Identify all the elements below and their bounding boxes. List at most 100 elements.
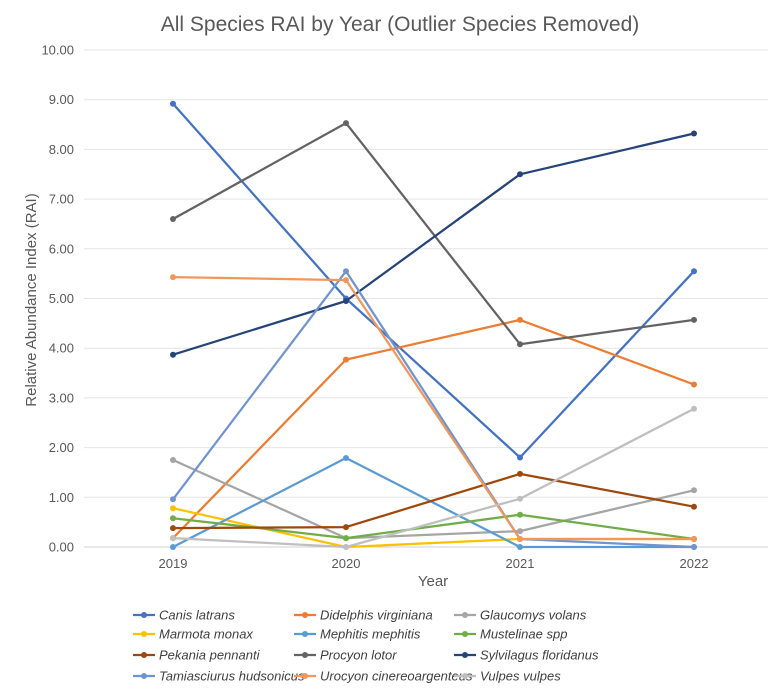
legend-marker — [462, 673, 468, 679]
legend-marker — [141, 673, 147, 679]
data-point — [343, 277, 349, 284]
legend-item: Pekania pennanti — [133, 648, 261, 663]
legend-label: Pekania pennanti — [159, 648, 261, 663]
legend-item: Glaucomys volans — [454, 608, 587, 623]
data-point — [691, 487, 697, 494]
data-point — [517, 536, 523, 542]
y-tick-label: 2.00 — [49, 440, 74, 455]
legend-label: Vulpes vulpes — [480, 669, 561, 684]
legend-item: Marmota monax — [133, 627, 253, 642]
y-tick-label: 7.00 — [49, 192, 74, 207]
series-sylvilagus-floridanus — [170, 130, 697, 358]
series-canis-latrans — [170, 100, 697, 461]
legend-label: Sylvilagus floridanus — [480, 648, 599, 663]
legend: Canis latrans Didelphis virginiana Glaucom… — [133, 608, 599, 684]
legend-item: Mephitis mephitis — [294, 627, 421, 642]
chart-title: All Species RAI by Year (Outlier Species… — [161, 13, 640, 36]
y-tick-label: 8.00 — [49, 142, 74, 157]
x-tick-label: 2022 — [680, 556, 709, 571]
legend-label: Mephitis mephitis — [320, 627, 421, 642]
legend-label: Tamiasciurus hudsonicus — [159, 669, 305, 684]
data-point — [170, 515, 176, 522]
data-point — [343, 120, 349, 127]
legend-item: Sylvilagus floridanus — [454, 648, 599, 663]
data-point — [691, 503, 697, 510]
data-point — [343, 535, 349, 542]
data-point — [517, 341, 523, 348]
data-point — [170, 100, 176, 107]
series-line — [172, 121, 695, 346]
series-line — [172, 275, 694, 541]
y-tick-label: 0.00 — [49, 540, 74, 555]
data-point — [343, 356, 349, 363]
data-point — [170, 351, 176, 358]
data-point — [170, 525, 176, 532]
series-procyon-lotor — [170, 120, 697, 348]
data-point — [170, 496, 176, 503]
data-point — [170, 544, 176, 550]
series-line — [172, 472, 695, 530]
legend-marker — [141, 652, 147, 658]
data-point — [170, 457, 176, 463]
x-tick-label: 2021 — [506, 556, 535, 571]
series-line — [172, 132, 695, 356]
legend-label: Glaucomys volans — [480, 608, 587, 623]
data-point — [691, 381, 697, 388]
legend-item: Didelphis virginiana — [294, 608, 433, 623]
series-vulpes-vulpes — [170, 405, 697, 550]
y-tick-label: 5.00 — [49, 291, 74, 306]
legend-label: Marmota monax — [159, 627, 253, 642]
data-point — [170, 535, 176, 542]
legend-item: Vulpes vulpes — [454, 669, 561, 684]
data-point — [517, 316, 523, 323]
y-tick-label: 6.00 — [49, 241, 74, 256]
data-point — [691, 268, 697, 275]
legend-label: Didelphis virginiana — [320, 608, 433, 623]
series-line — [172, 102, 695, 459]
data-point — [170, 216, 176, 222]
data-point — [691, 544, 697, 550]
y-axis-label: Relative Abundance Index (RAI) — [23, 193, 40, 406]
data-point — [343, 544, 349, 550]
legend-label: Urocyon cinereoargenteus — [320, 669, 473, 684]
legend-label: Mustelinae spp — [480, 627, 567, 642]
legend-marker — [302, 631, 308, 637]
legend-item: Mustelinae spp — [454, 627, 567, 642]
series-line — [172, 270, 695, 549]
data-point — [691, 316, 697, 323]
legend-marker — [302, 652, 308, 658]
data-point — [691, 405, 697, 412]
series-line — [172, 407, 695, 549]
data-point — [517, 511, 523, 518]
series-line — [172, 456, 694, 549]
y-tick-label: 10.00 — [41, 43, 74, 58]
series-urocyon-cinereoargenteus — [170, 274, 697, 542]
legend-item: Procyon lotor — [294, 648, 397, 663]
data-point — [691, 130, 697, 137]
gridlines — [84, 49, 768, 548]
series-lines — [170, 100, 697, 550]
y-tick-label: 4.00 — [49, 341, 74, 356]
legend-label: Procyon lotor — [320, 648, 397, 663]
legend-label: Canis latrans — [159, 608, 235, 623]
data-point — [170, 274, 176, 281]
data-point — [343, 298, 349, 304]
series-line — [172, 458, 695, 540]
legend-marker — [462, 631, 468, 637]
data-point — [517, 470, 523, 477]
data-point — [517, 544, 523, 550]
data-point — [170, 505, 176, 512]
series-line — [172, 318, 695, 539]
data-point — [517, 495, 523, 502]
legend-item: Urocyon cinereoargenteus — [294, 669, 473, 684]
y-tick-label: 1.00 — [49, 490, 74, 505]
legend-marker — [302, 673, 308, 679]
data-point — [517, 454, 523, 461]
series-pekania-pennanti — [170, 470, 697, 532]
x-tick-label: 2019 — [159, 556, 188, 571]
legend-marker — [462, 652, 468, 658]
series-glaucomys-volans — [170, 457, 697, 542]
legend-item: Canis latrans — [133, 608, 235, 623]
data-point — [517, 528, 523, 535]
